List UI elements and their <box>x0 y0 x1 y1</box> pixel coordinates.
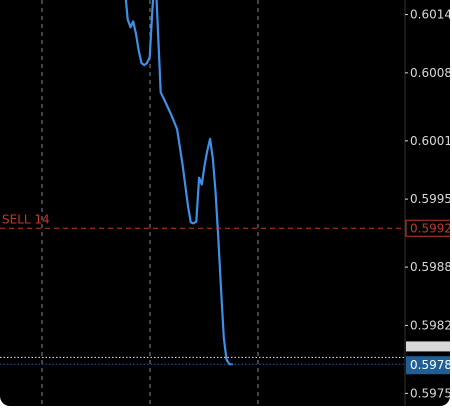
sell-price-badge[interactable] <box>405 219 450 237</box>
sell-price-label[interactable]: 0.5992 <box>410 221 450 235</box>
current-price-badge[interactable] <box>406 356 450 375</box>
price-line[interactable] <box>124 0 234 366</box>
price-tick-label: 0.6014 <box>410 8 450 22</box>
price-tick-label: 0.6008 <box>410 66 450 80</box>
price-tick-label: 0.6001 <box>410 134 450 148</box>
level-layer: SELL 14 <box>0 212 405 365</box>
price-tick-label: 0.5975 <box>410 386 450 400</box>
ask-price-badge <box>406 341 450 352</box>
price-tick-label: 0.5988 <box>410 260 450 274</box>
grid-layer <box>41 0 406 406</box>
price-axis[interactable]: 0.6014 0.6008 0.6001 0.5995 0.5988 0.5982 0.59… <box>405 8 450 401</box>
series-layer <box>124 0 234 366</box>
price-tick-label: 0.5995 <box>410 192 450 206</box>
sell-order-label[interactable]: SELL 14 <box>2 212 50 226</box>
price-tick-label: 0.5982 <box>410 318 450 332</box>
current-price-label[interactable]: 0.5978 <box>410 358 450 372</box>
